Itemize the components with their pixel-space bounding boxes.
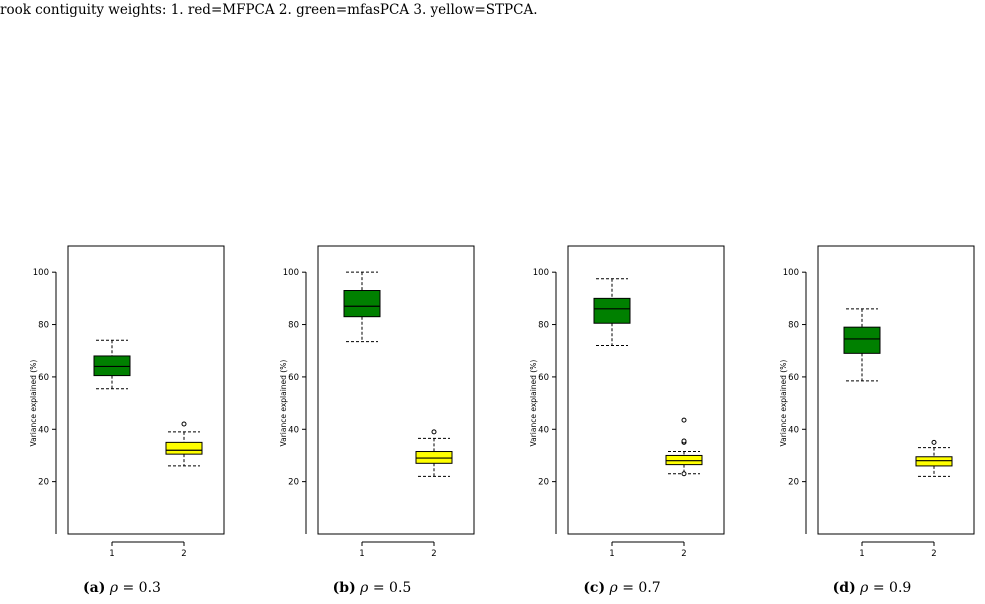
boxplot-d-svg: 20 40 60 80 100 Variance explained (%) 1 2 <box>779 245 975 559</box>
subcaption-d-label: (d) <box>832 580 856 596</box>
box-1 <box>343 271 381 343</box>
boxplot-panel-b: 20 40 60 80 100 Variance explained (%) 1 2 <box>262 245 482 559</box>
subcaption-d: (d) ρ = 0.9 <box>762 580 982 596</box>
figure-caption-continuation: rook contiguity weights: 1. red=MFPCA 2.… <box>0 2 538 18</box>
y-tick-label: 60 <box>788 373 799 383</box>
y-axis-label: Variance explained (%) <box>779 360 788 447</box>
outlier-point <box>681 471 687 477</box>
y-tick-label: 40 <box>288 425 299 435</box>
boxplot-panel-c: 20 40 60 80 100 Variance explained (%) 1 2 <box>512 245 732 559</box>
outlier-point <box>681 438 687 444</box>
y-axis-label: Variance explained (%) <box>529 360 538 447</box>
x-tick-label: 1 <box>609 549 614 559</box>
boxplot-panel-a: 20 40 60 80 100 Variance explained (%) 1 2 <box>12 245 232 559</box>
outlier-point <box>681 417 687 423</box>
iqr-box <box>93 355 131 377</box>
x-tick-label: 1 <box>359 549 364 559</box>
y-tick-label: 100 <box>33 268 49 278</box>
y-tick-label: 40 <box>538 425 549 435</box>
plot-frame <box>67 245 225 535</box>
iqr-box <box>165 441 203 455</box>
y-tick-label: 60 <box>538 373 549 383</box>
outlier-point <box>931 439 937 445</box>
subcaption-b-value: = 0.5 <box>368 580 412 596</box>
box-1 <box>843 308 881 382</box>
box-1 <box>93 339 131 390</box>
boxplot-b-svg: 20 40 60 80 100 Variance explained (%) 1 2 <box>279 245 475 559</box>
box-2 <box>915 439 953 477</box>
y-tick-label: 20 <box>288 478 299 488</box>
box-2 <box>665 417 703 477</box>
subcaption-a-label: (a) <box>83 580 106 596</box>
y-tick-label: 80 <box>788 321 799 331</box>
iqr-box <box>843 326 881 354</box>
boxplot-a-svg: 20 40 60 80 100 Variance explained (%) 1 2 <box>29 245 225 559</box>
x-tick-label: 1 <box>109 549 114 559</box>
y-tick-label: 60 <box>288 373 299 383</box>
iqr-box <box>593 297 631 324</box>
subcaption-b-label: (b) <box>332 580 356 596</box>
subcaption-a-symbol: ρ <box>109 580 119 596</box>
subcaption-d-value: = 0.9 <box>868 580 912 596</box>
y-tick-label: 20 <box>538 478 549 488</box>
x-tick-label: 2 <box>931 549 936 559</box>
y-tick-label: 100 <box>533 268 549 278</box>
plot-frame <box>317 245 475 535</box>
x-tick-label: 2 <box>181 549 186 559</box>
box-2 <box>415 429 453 477</box>
outlier-point <box>181 421 187 427</box>
subcaption-b-symbol: ρ <box>360 580 369 596</box>
x-tick-label: 2 <box>431 549 436 559</box>
subcaption-c: (c) ρ = 0.7 <box>512 580 732 596</box>
subcaption-c-label: (c) <box>583 580 606 596</box>
subcaption-a: (a) ρ = 0.3 <box>12 580 232 596</box>
iqr-box <box>665 454 703 466</box>
iqr-box <box>343 290 381 318</box>
x-tick-label: 2 <box>681 549 686 559</box>
y-tick-label: 40 <box>788 425 799 435</box>
box-2 <box>165 421 203 467</box>
y-tick-label: 80 <box>38 321 49 331</box>
y-axis-label: Variance explained (%) <box>29 360 38 447</box>
y-tick-label: 80 <box>538 321 549 331</box>
subcaption-c-symbol: ρ <box>609 580 618 596</box>
y-tick-label: 80 <box>288 321 299 331</box>
iqr-box <box>415 451 453 464</box>
iqr-box <box>915 456 953 467</box>
y-axis-label: Variance explained (%) <box>279 360 288 447</box>
outlier-point <box>431 429 437 435</box>
x-tick-label: 1 <box>859 549 864 559</box>
y-tick-label: 100 <box>783 268 799 278</box>
plot-frame <box>817 245 975 535</box>
boxplot-c-svg: 20 40 60 80 100 Variance explained (%) 1 2 <box>529 245 725 559</box>
subcaption-b: (b) ρ = 0.5 <box>262 580 482 596</box>
box-1 <box>593 278 631 346</box>
subcaption-c-value: = 0.7 <box>617 580 661 596</box>
y-tick-label: 60 <box>38 373 49 383</box>
y-tick-label: 20 <box>38 478 49 488</box>
y-tick-label: 40 <box>38 425 49 435</box>
plot-frame <box>567 245 725 535</box>
subcaption-a-value: = 0.3 <box>118 580 161 596</box>
boxplot-panel-d: 20 40 60 80 100 Variance explained (%) 1 2 <box>762 245 982 559</box>
subcaption-d-symbol: ρ <box>860 580 869 596</box>
y-tick-label: 20 <box>788 478 799 488</box>
y-tick-label: 100 <box>283 268 299 278</box>
